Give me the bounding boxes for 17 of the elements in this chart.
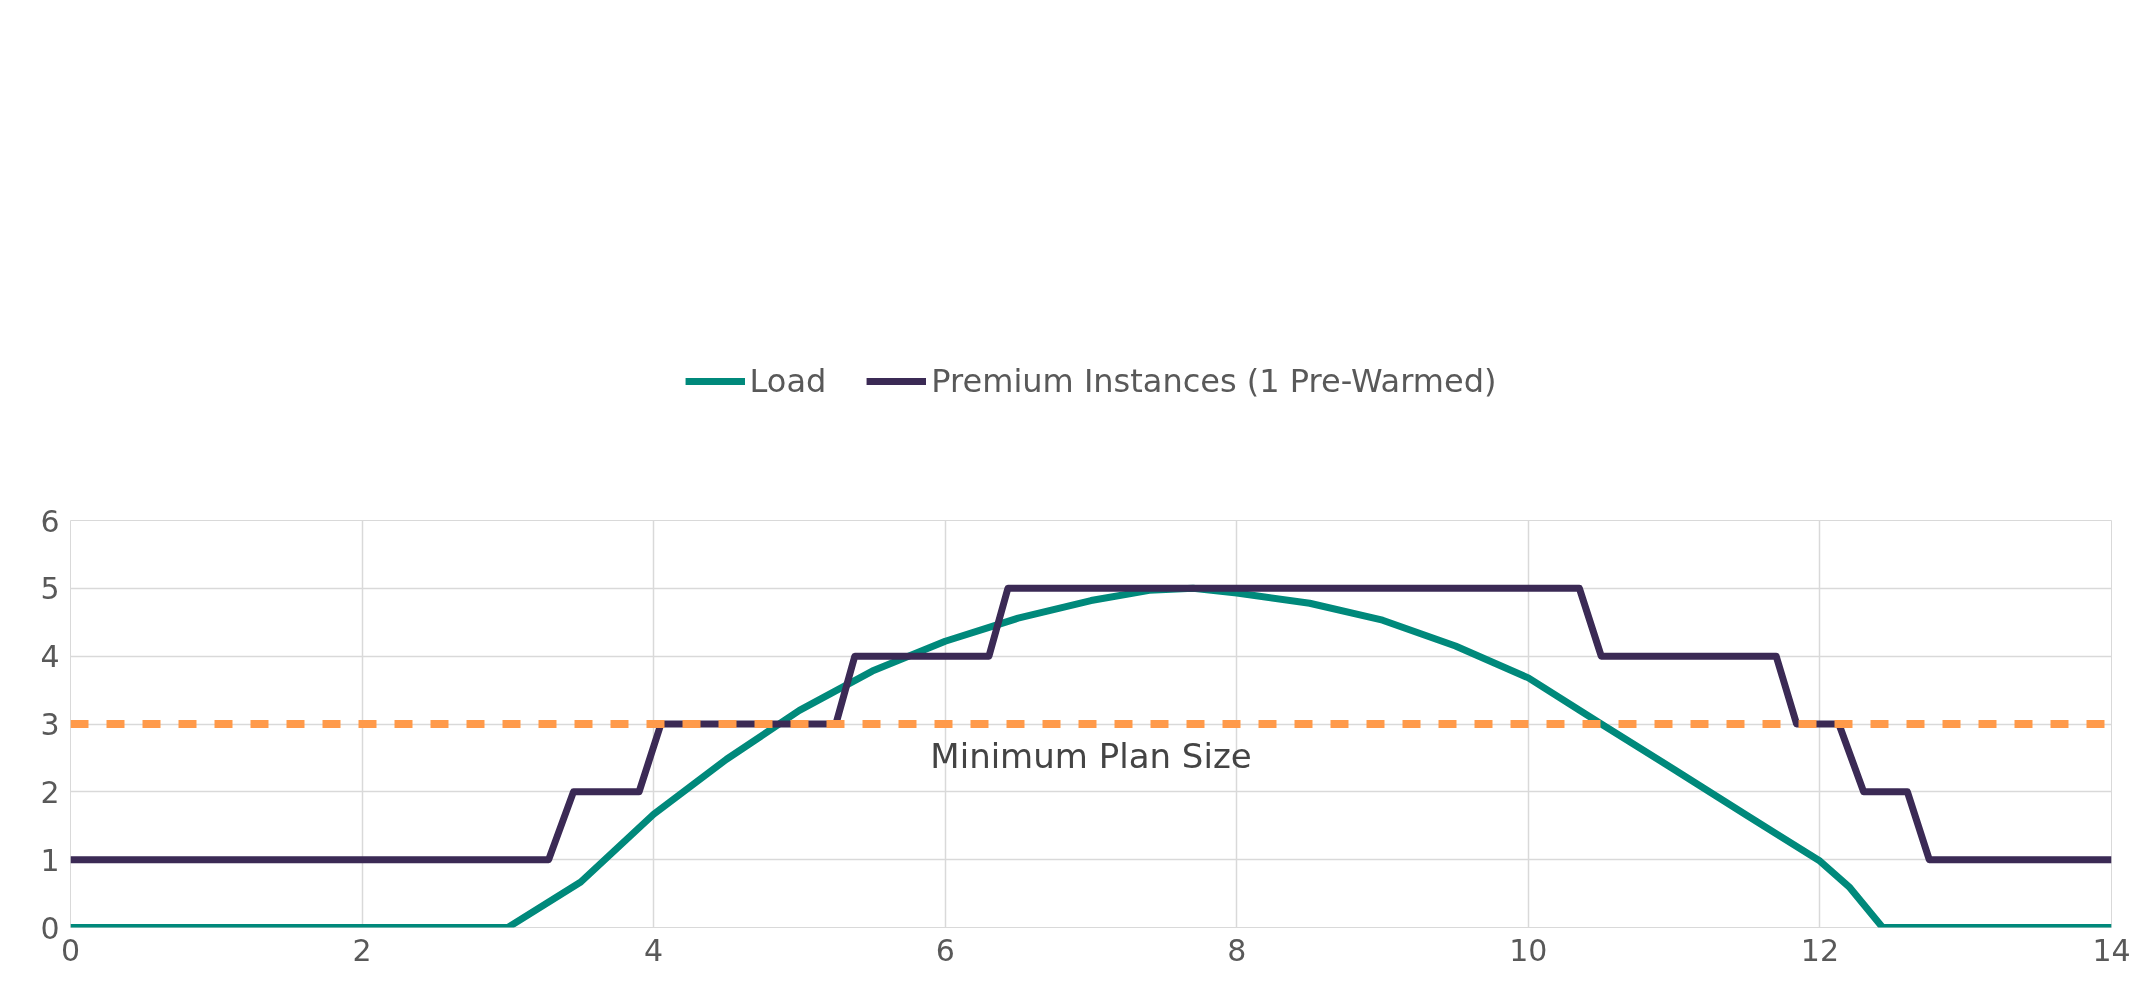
y-tick-label: 6 xyxy=(40,503,60,539)
x-tick-label: 12 xyxy=(1800,932,1840,968)
legend-label: Load xyxy=(749,361,827,400)
x-tick-label: 8 xyxy=(1227,932,1247,968)
y-tick-label: 2 xyxy=(40,774,60,810)
x-tick-label: 6 xyxy=(935,932,955,968)
ref-line-label: Minimum Plan Size xyxy=(930,736,1252,776)
y-tick-label: 3 xyxy=(40,707,60,742)
y-tick-label: 5 xyxy=(40,571,60,607)
legend-label: Premium Instances (1 Pre-Warmed) xyxy=(931,361,1497,400)
x-tick-label: 10 xyxy=(1509,932,1548,968)
y-tick-label: 0 xyxy=(40,910,60,946)
y-tick-label: 4 xyxy=(40,639,60,675)
x-tick-label: 4 xyxy=(644,932,664,968)
x-tick-label: 14 xyxy=(2092,932,2131,968)
x-tick-label: 2 xyxy=(352,932,372,968)
y-tick-label: 1 xyxy=(40,842,60,878)
